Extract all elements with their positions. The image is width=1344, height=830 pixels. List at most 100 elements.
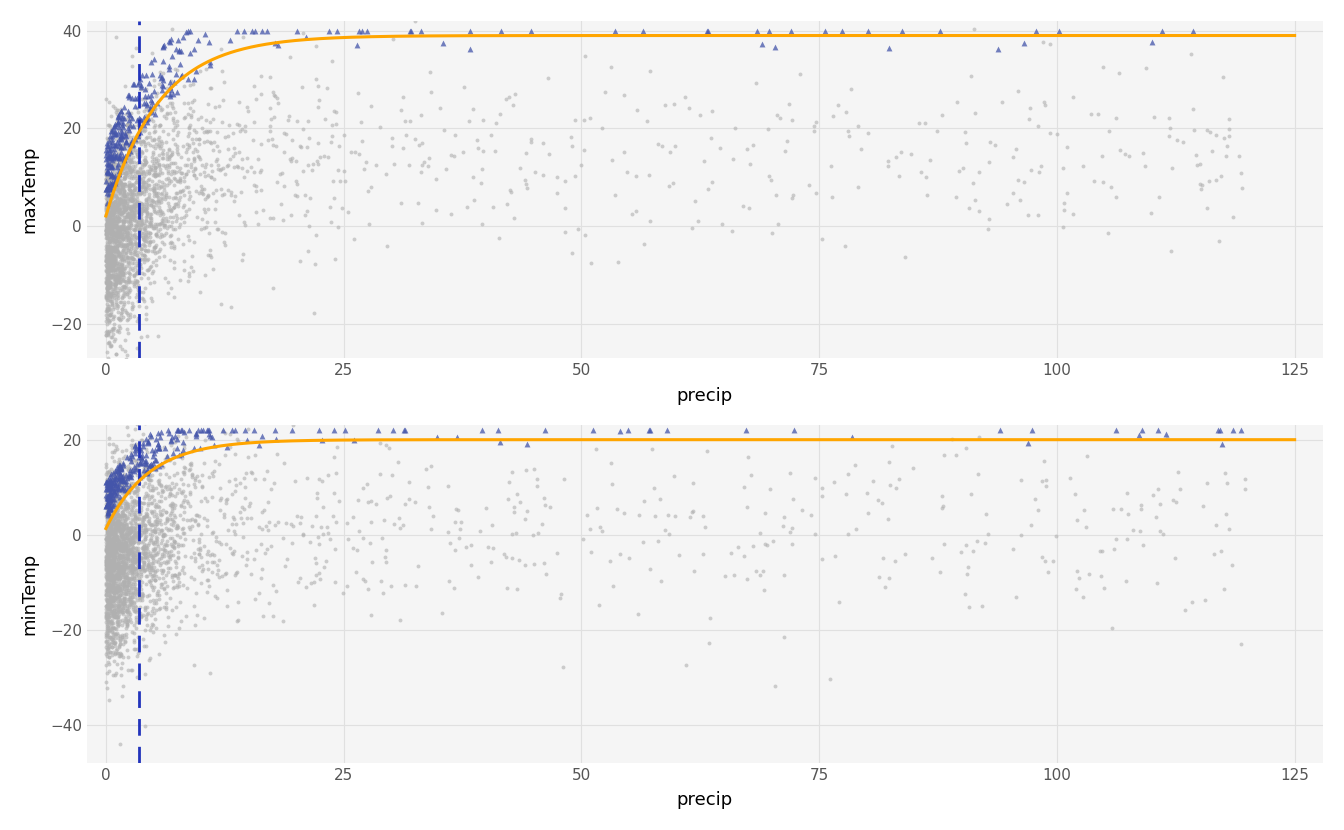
Point	[149, 66, 171, 79]
Point	[112, 251, 133, 265]
Point	[113, 131, 134, 144]
Point	[108, 619, 129, 632]
Point	[148, 588, 169, 601]
Point	[101, 164, 122, 178]
Point	[117, 165, 138, 178]
Point	[102, 527, 124, 540]
Point	[106, 192, 128, 205]
Point	[376, 240, 398, 253]
Point	[134, 519, 156, 532]
Point	[106, 263, 128, 276]
Point	[130, 500, 152, 514]
Point	[101, 540, 122, 553]
Point	[108, 193, 129, 207]
Point	[117, 462, 138, 476]
Point	[109, 534, 130, 547]
Point	[110, 524, 132, 537]
Point	[106, 585, 128, 598]
Point	[99, 549, 121, 562]
Point	[117, 614, 138, 627]
Point	[849, 143, 871, 156]
Point	[116, 615, 137, 628]
Point	[140, 198, 161, 212]
Point	[152, 148, 173, 161]
Point	[134, 154, 156, 167]
Point	[179, 79, 200, 92]
Point	[95, 200, 117, 213]
Point	[1196, 476, 1218, 490]
Point	[103, 252, 125, 266]
Point	[156, 161, 177, 174]
Point	[137, 435, 159, 448]
Point	[106, 199, 128, 212]
Point	[353, 407, 375, 420]
Point	[101, 570, 122, 583]
Point	[101, 217, 122, 231]
Point	[110, 339, 132, 353]
Point	[101, 169, 122, 183]
Point	[95, 616, 117, 629]
Point	[216, 599, 238, 613]
Point	[103, 210, 125, 223]
Point	[124, 461, 145, 475]
Point	[138, 127, 160, 140]
Point	[138, 188, 160, 201]
Point	[103, 291, 125, 305]
Point	[184, 514, 206, 527]
Point	[108, 520, 129, 533]
Point	[108, 538, 129, 551]
Point	[118, 286, 140, 299]
Point	[105, 495, 126, 508]
Point	[112, 120, 133, 134]
Point	[157, 561, 179, 574]
Point	[105, 560, 126, 574]
Point	[95, 627, 117, 641]
Point	[112, 305, 133, 319]
Point	[249, 438, 270, 452]
Point	[931, 109, 953, 122]
Point	[289, 255, 310, 268]
Point	[95, 681, 117, 695]
Point	[95, 244, 117, 257]
Point	[118, 183, 140, 196]
Point	[121, 218, 142, 232]
Point	[122, 542, 144, 555]
Point	[112, 194, 133, 208]
Point	[112, 233, 133, 247]
Point	[1199, 174, 1220, 188]
Point	[534, 498, 555, 511]
Point	[112, 224, 133, 237]
Point	[762, 535, 784, 548]
Point	[101, 245, 122, 258]
Point	[124, 223, 145, 237]
Point	[130, 181, 152, 194]
Point	[159, 76, 180, 89]
Point	[121, 186, 142, 199]
Point	[110, 537, 132, 550]
Point	[132, 588, 153, 601]
Point	[105, 234, 126, 247]
Point	[108, 590, 129, 603]
Point	[128, 574, 149, 587]
Point	[120, 461, 141, 475]
Point	[134, 510, 156, 524]
Point	[101, 496, 122, 510]
Point	[113, 300, 134, 313]
Point	[102, 183, 124, 196]
Point	[128, 615, 149, 628]
Point	[98, 636, 120, 649]
Point	[120, 535, 141, 548]
Point	[132, 440, 153, 453]
Point	[99, 247, 121, 261]
Point	[117, 225, 138, 238]
Point	[262, 85, 284, 99]
Point	[113, 252, 134, 266]
Point	[117, 550, 138, 564]
Point	[179, 141, 200, 154]
Point	[105, 251, 126, 265]
Point	[106, 478, 128, 491]
Point	[133, 252, 155, 266]
Point	[114, 558, 136, 571]
Point	[538, 71, 559, 85]
Point	[872, 552, 894, 565]
